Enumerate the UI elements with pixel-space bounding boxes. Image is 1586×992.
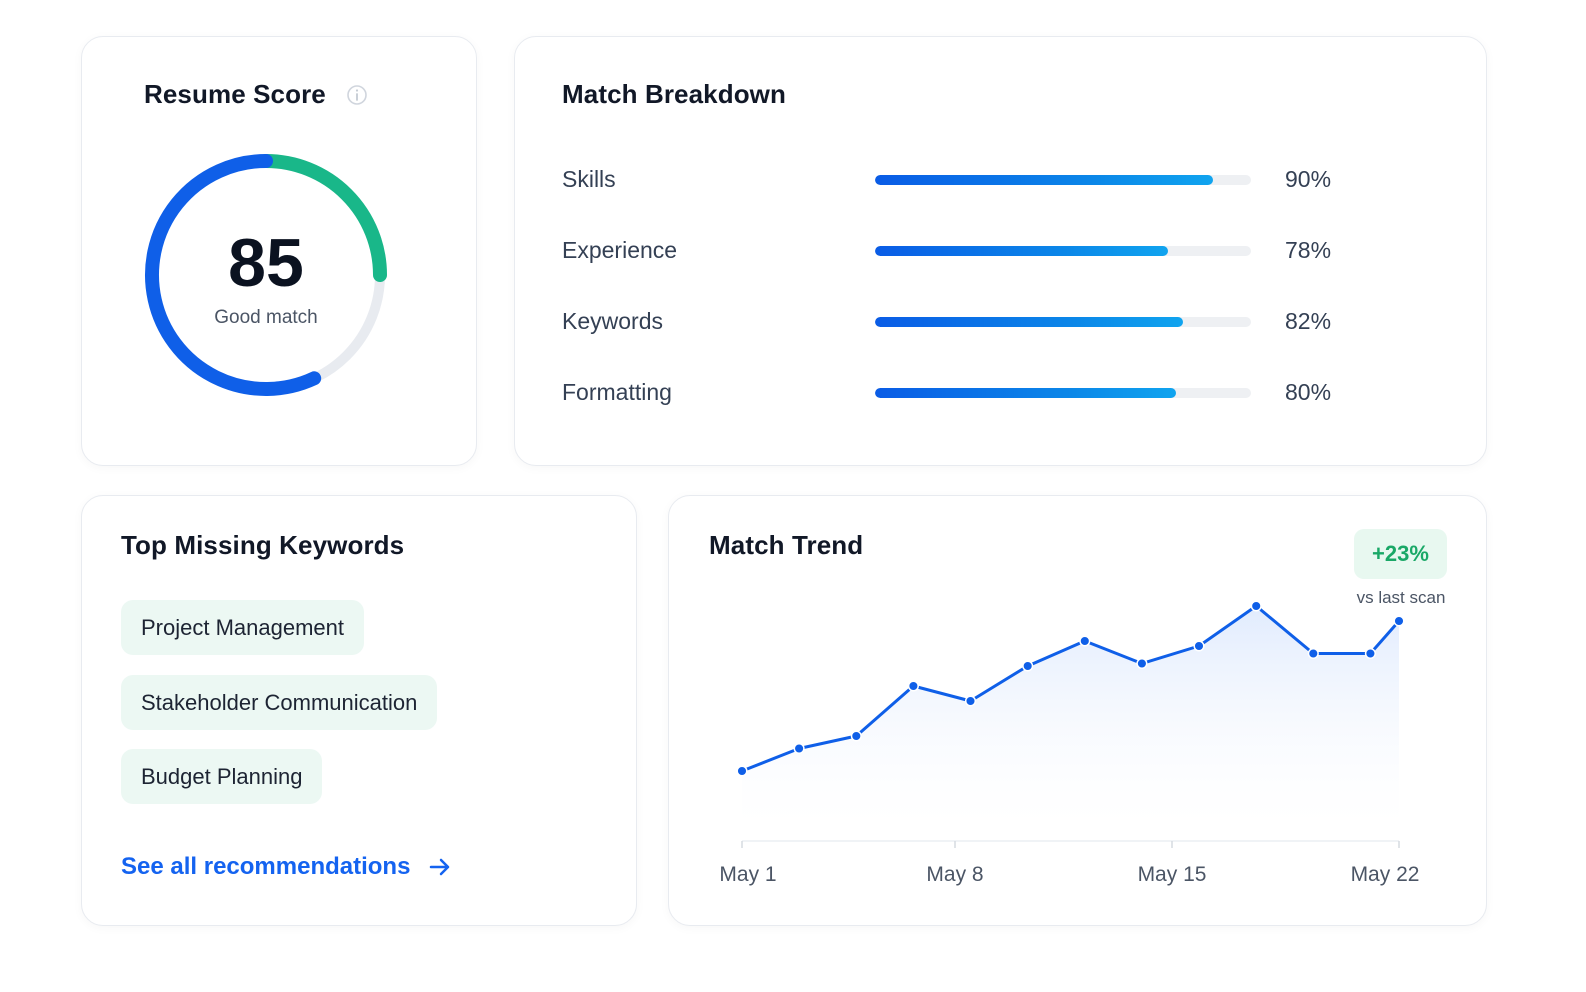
x-tick-label: May 15: [1138, 863, 1207, 886]
trend-point[interactable]: [1393, 615, 1405, 627]
gauge-accent-arc: [259, 154, 387, 282]
metric-value: 90%: [1285, 166, 1332, 192]
metric-label: Experience: [562, 237, 678, 263]
resume-score-card: Resume Score 85 Good match: [81, 36, 477, 466]
trend-point[interactable]: [1079, 635, 1091, 647]
see-all-recommendations-link[interactable]: See all recommendations: [121, 853, 452, 881]
metric-label: Skills: [562, 166, 616, 192]
info-icon[interactable]: [346, 84, 368, 106]
x-tick-label: May 1: [719, 863, 776, 886]
trend-point[interactable]: [736, 765, 748, 777]
gauge-primary-arc: [145, 154, 322, 396]
metric-row-skills: Skills 90%: [562, 162, 1392, 198]
trend-point[interactable]: [793, 742, 805, 755]
trend-point[interactable]: [1193, 640, 1205, 652]
metric-track: [875, 175, 1251, 185]
metric-fill: [875, 246, 1169, 256]
metric-fill: [875, 175, 1214, 185]
metric-row-keywords: Keywords 82%: [562, 304, 1392, 340]
metric-label: Keywords: [562, 308, 663, 334]
metric-label: Formatting: [562, 379, 672, 405]
trend-point[interactable]: [907, 680, 919, 692]
match-breakdown-title: Match Breakdown: [562, 79, 786, 109]
trend-point[interactable]: [1364, 647, 1376, 660]
metric-track: [875, 388, 1251, 398]
match-trend-chart: May 1 May 8 May 15 May 22: [719, 600, 1420, 886]
x-tick-label: May 8: [926, 863, 983, 886]
trend-point[interactable]: [1136, 657, 1148, 670]
match-trend-title: Match Trend: [709, 530, 864, 560]
trend-area: [742, 606, 1399, 826]
match-trend-card: Match Trend +23% vs last scan May 1 May 8…: [668, 495, 1487, 926]
keyword-chip[interactable]: Budget Planning: [121, 749, 323, 804]
metric-value: 78%: [1285, 237, 1332, 263]
metric-fill: [875, 388, 1176, 398]
metric-row-formatting: Formatting 80%: [562, 375, 1392, 411]
trend-delta-caption: vs last scan: [1356, 588, 1446, 607]
x-tick-label: May 22: [1351, 863, 1420, 886]
missing-keywords-title: Top Missing Keywords: [121, 530, 405, 560]
resume-score-title: Resume Score: [144, 79, 326, 109]
metric-fill: [875, 317, 1184, 327]
trend-point[interactable]: [1022, 660, 1034, 672]
trend-point[interactable]: [1307, 647, 1319, 660]
metric-track: [875, 246, 1251, 256]
match-breakdown-card: Match Breakdown Skills 90% Experience 78…: [514, 36, 1487, 466]
keyword-chip[interactable]: Project Management: [121, 600, 364, 655]
score-gauge: [145, 154, 387, 396]
score-label: Good match: [214, 307, 318, 328]
trend-point[interactable]: [850, 730, 862, 742]
keyword-chip[interactable]: Stakeholder Communication: [121, 675, 438, 730]
metric-track: [875, 317, 1251, 327]
arrow-right-icon: [430, 858, 450, 876]
trend-delta-badge: +23%: [1354, 529, 1447, 579]
see-all-recommendations-label: See all recommendations: [121, 853, 411, 880]
score-value: 85: [228, 225, 304, 301]
metric-value: 80%: [1285, 379, 1332, 405]
metric-value: 82%: [1285, 308, 1332, 334]
trend-point[interactable]: [964, 695, 977, 707]
missing-keywords-card: Top Missing Keywords Project Management …: [81, 495, 637, 926]
metric-row-experience: Experience 78%: [562, 233, 1392, 269]
trend-point[interactable]: [1250, 600, 1262, 612]
